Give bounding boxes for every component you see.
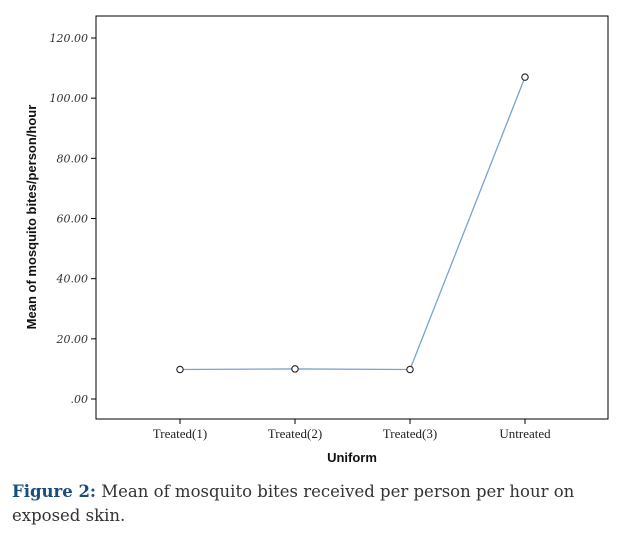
data-point	[406, 365, 414, 374]
x-category-label: Treated(1)	[153, 426, 207, 441]
data-point	[521, 73, 529, 81]
y-tick-label: 120.00	[50, 32, 89, 45]
data-point	[176, 365, 184, 374]
y-tick-label: 80.00	[57, 152, 89, 165]
y-tick-label: 20.00	[56, 333, 89, 346]
y-axis: .00 20.00 40.00 60.00 80.00 100.00 120.00	[50, 32, 96, 406]
figure-caption: Figure 2: Mean of mosquito bites receive…	[12, 480, 612, 528]
x-category-label: Treated(3)	[383, 426, 437, 441]
x-axis: Treated(1) Treated(2) Treated(3) Untreated	[153, 419, 551, 441]
x-category-label: Untreated	[499, 426, 551, 441]
data-points	[176, 73, 529, 374]
figure-label: Figure 2:	[12, 482, 97, 501]
data-point	[291, 365, 299, 373]
y-tick-label: .00	[71, 393, 89, 406]
caption-text: Mean of mosquito bites received per pers…	[12, 482, 575, 525]
y-axis-title: Mean of mosquito bites/person/hour	[24, 105, 39, 330]
y-tick-label: 40.00	[56, 273, 89, 286]
plot-frame	[95, 15, 609, 420]
x-category-label: Treated(2)	[268, 426, 322, 441]
x-axis-title: Uniform	[327, 450, 377, 465]
y-tick-label: 60.00	[57, 213, 89, 226]
y-tick-label: 100.00	[50, 92, 89, 105]
line-chart: .00 20.00 40.00 60.00 80.00 100.00 120.00 Trea…	[24, 15, 609, 465]
series-line	[179, 76, 526, 371]
